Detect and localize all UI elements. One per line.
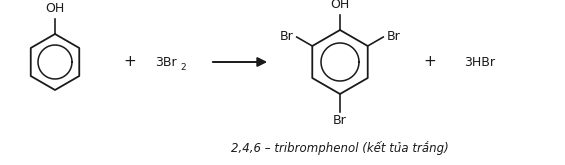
Text: 3HBr: 3HBr [464,55,496,68]
Text: Br: Br [333,114,347,127]
Text: 3Br: 3Br [155,55,177,68]
Text: Br: Br [280,31,294,44]
Text: 2: 2 [180,63,186,71]
Text: Br: Br [386,31,400,44]
Text: 2,4,6 – tribromphenol (kết tủa trắng): 2,4,6 – tribromphenol (kết tủa trắng) [231,141,449,155]
Text: +: + [124,54,136,69]
Text: +: + [424,54,436,69]
Text: OH: OH [45,2,64,15]
Text: OH: OH [331,0,350,11]
